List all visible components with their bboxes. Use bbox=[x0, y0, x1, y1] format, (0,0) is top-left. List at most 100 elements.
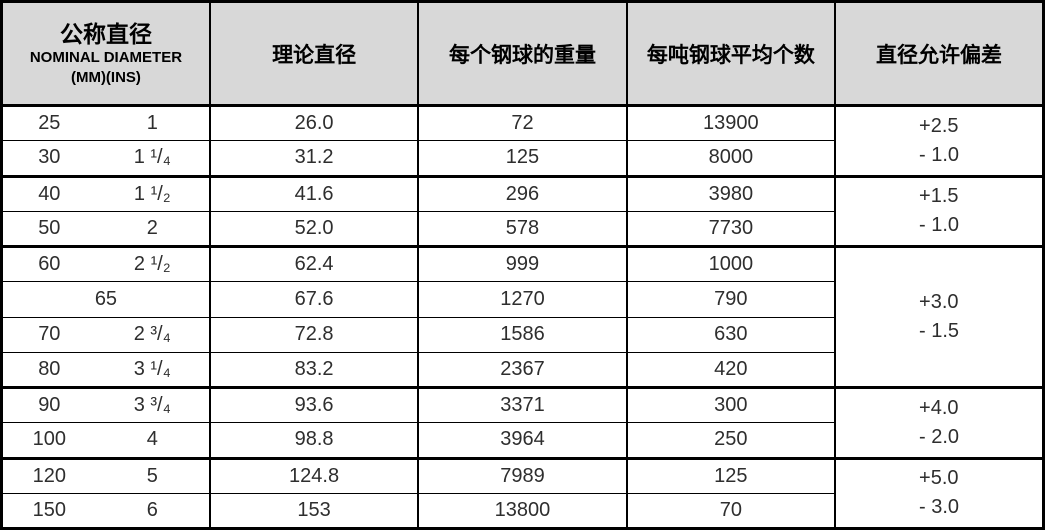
nominal-ins-value: 2 bbox=[146, 216, 158, 239]
cell-nominal-diameter: 60 2 ¹/₂ bbox=[0, 244, 210, 282]
header-nominal-diameter-cn: 公称直径 bbox=[59, 20, 152, 47]
cell-tolerance: +3.0 - 1.5 bbox=[834, 245, 1044, 388]
cell-tolerance: +2.5 - 1.0 bbox=[834, 104, 1044, 176]
header-balls-per-ton: 每吨钢球平均个数 bbox=[625, 1, 836, 107]
cell-balls-per-ton: 1000 bbox=[625, 244, 836, 282]
cell-balls-per-ton: 790 bbox=[625, 281, 836, 317]
cell-theoretical-diameter: 31.2 bbox=[208, 140, 419, 176]
nominal-mm-value: 25 bbox=[38, 112, 61, 135]
table-row: 50 2 52.0 578 7730 bbox=[0, 210, 1044, 247]
cell-balls-per-ton: 300 bbox=[625, 385, 836, 423]
table-row: 60 2 ¹/₂ 62.4 999 1000 +3.0 - 1.5 bbox=[0, 244, 1044, 388]
cell-nominal-diameter: 90 3 ³/₄ bbox=[0, 385, 210, 423]
table-row: 90 3 ³/₄ 93.6 3371 300 +4.0 - 2.0 bbox=[0, 385, 1044, 458]
table-row: 80 3 ¹/₄ 83.2 2367 420 bbox=[0, 351, 1044, 388]
cell-theoretical-diameter: 26.0 bbox=[208, 103, 419, 141]
nominal-ins-value: 5 bbox=[146, 464, 158, 487]
tolerance-plus: +3.0 bbox=[919, 291, 959, 313]
cell-theoretical-diameter: 52.0 bbox=[208, 210, 419, 247]
tolerance-minus: - 1.0 bbox=[919, 214, 960, 237]
table-row: 25 1 26.0 72 13900 +2.5 - 1.0 bbox=[0, 103, 1044, 176]
cell-ball-weight: 1270 bbox=[417, 281, 627, 317]
cell-nominal-diameter: 50 2 bbox=[0, 210, 210, 247]
tolerance-minus: - 1.5 bbox=[919, 320, 960, 342]
cell-nominal-diameter: 65 bbox=[0, 281, 210, 317]
cell-balls-per-ton: 7730 bbox=[625, 210, 836, 247]
nominal-ins-value: 2 ¹/₂ bbox=[133, 253, 171, 276]
table-row: 70 2 ³/₄ 72.8 1586 630 bbox=[0, 316, 1044, 353]
cell-tolerance: +4.0 - 2.0 bbox=[834, 386, 1044, 458]
cell-tolerance: +5.0 - 3.0 bbox=[834, 456, 1044, 529]
header-theoretical-diameter: 理论直径 bbox=[208, 1, 419, 107]
nominal-ins-value: 6 bbox=[146, 498, 158, 521]
header-nominal-diameter: 公称直径 NOMINAL DIAMETER (MM)(INS) bbox=[0, 1, 210, 107]
tolerance-plus: +5.0 bbox=[919, 467, 959, 490]
cell-balls-per-ton: 250 bbox=[625, 422, 836, 458]
cell-nominal-diameter: 25 1 bbox=[0, 103, 210, 141]
cell-ball-weight: 125 bbox=[417, 140, 627, 176]
cell-ball-weight: 13800 bbox=[417, 492, 627, 529]
cell-theoretical-diameter: 93.6 bbox=[208, 385, 419, 423]
cell-ball-weight: 7989 bbox=[417, 456, 627, 494]
cell-nominal-diameter: 30 1 ¹/₄ bbox=[0, 140, 210, 176]
cell-balls-per-ton: 8000 bbox=[625, 140, 836, 176]
nominal-mm-value: 50 bbox=[38, 216, 61, 239]
cell-balls-per-ton: 630 bbox=[625, 316, 836, 353]
header-diameter-tolerance: 直径允许偏差 bbox=[834, 1, 1044, 107]
cell-ball-weight: 578 bbox=[417, 210, 627, 247]
tolerance-plus: +2.5 bbox=[919, 114, 959, 137]
nominal-mm-value: 60 bbox=[38, 253, 61, 276]
cell-nominal-diameter: 40 1 ¹/₂ bbox=[0, 174, 210, 212]
table-row: 65 67.6 1270 790 bbox=[0, 281, 1044, 317]
cell-theoretical-diameter: 124.8 bbox=[208, 456, 419, 494]
table-row: 40 1 ¹/₂ 41.6 296 3980 +1.5 - 1.0 bbox=[0, 174, 1044, 247]
cell-theoretical-diameter: 67.6 bbox=[208, 281, 419, 317]
cell-theoretical-diameter: 98.8 bbox=[208, 422, 419, 458]
nominal-mm-value: 40 bbox=[38, 182, 61, 205]
cell-nominal-diameter: 150 6 bbox=[0, 492, 210, 529]
tolerance-minus: - 3.0 bbox=[919, 496, 960, 519]
nominal-mm-value: 90 bbox=[38, 394, 61, 417]
tolerance-minus: - 2.0 bbox=[919, 425, 960, 448]
cell-nominal-diameter: 100 4 bbox=[0, 422, 210, 458]
cell-ball-weight: 3964 bbox=[417, 422, 627, 458]
cell-balls-per-ton: 125 bbox=[625, 456, 836, 494]
cell-ball-weight: 3371 bbox=[417, 385, 627, 423]
header-ball-weight: 每个钢球的重量 bbox=[417, 1, 627, 107]
table-row: 120 5 124.8 7989 125 +5.0 - 3.0 bbox=[0, 456, 1044, 529]
header-nominal-diameter-en: NOMINAL DIAMETER bbox=[29, 49, 183, 67]
cell-theoretical-diameter: 41.6 bbox=[208, 174, 419, 212]
table-row: 100 4 98.8 3964 250 bbox=[0, 422, 1044, 458]
nominal-ins-value: 1 ¹/₄ bbox=[133, 146, 171, 169]
cell-ball-weight: 296 bbox=[417, 174, 627, 212]
cell-tolerance: +1.5 - 1.0 bbox=[834, 174, 1044, 247]
nominal-mm-value: 80 bbox=[38, 357, 61, 380]
cell-ball-weight: 2367 bbox=[417, 351, 627, 388]
tolerance-plus: +1.5 bbox=[919, 185, 959, 208]
tolerance-minus: - 1.0 bbox=[919, 143, 960, 166]
nominal-mm-value: 150 bbox=[32, 498, 66, 521]
table-row: 150 6 153 13800 70 bbox=[0, 492, 1044, 529]
cell-nominal-diameter: 120 5 bbox=[0, 456, 210, 494]
tolerance-plus: +4.0 bbox=[919, 396, 959, 419]
nominal-ins-value: 1 bbox=[146, 112, 158, 135]
cell-theoretical-diameter: 62.4 bbox=[208, 244, 419, 282]
header-nominal-diameter-units: (MM)(INS) bbox=[70, 68, 141, 86]
cell-balls-per-ton: 3980 bbox=[625, 174, 836, 212]
nominal-mm-value: 100 bbox=[32, 428, 66, 451]
nominal-ins-value: 1 ¹/₂ bbox=[133, 182, 171, 205]
cell-nominal-diameter: 80 3 ¹/₄ bbox=[0, 351, 210, 388]
cell-theoretical-diameter: 153 bbox=[208, 492, 419, 529]
cell-balls-per-ton: 420 bbox=[625, 351, 836, 388]
cell-theoretical-diameter: 72.8 bbox=[208, 316, 419, 353]
header-row: 公称直径 NOMINAL DIAMETER (MM)(INS) 理论直径 每个钢… bbox=[0, 1, 1044, 107]
nominal-mm-value: 65 bbox=[94, 287, 118, 310]
nominal-mm-value: 70 bbox=[38, 323, 61, 346]
nominal-ins-value: 4 bbox=[146, 428, 158, 451]
cell-balls-per-ton: 13900 bbox=[625, 103, 836, 141]
table-row: 30 1 ¹/₄ 31.2 125 8000 bbox=[0, 140, 1044, 176]
cell-theoretical-diameter: 83.2 bbox=[208, 351, 419, 388]
nominal-ins-value: 2 ³/₄ bbox=[133, 323, 171, 346]
cell-balls-per-ton: 70 bbox=[625, 492, 836, 529]
